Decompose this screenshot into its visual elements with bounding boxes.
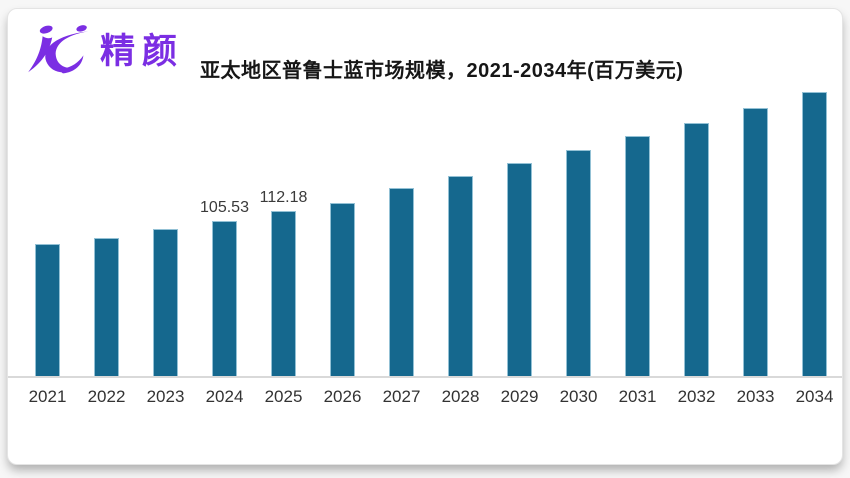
x-tick-2028: 2028 — [441, 387, 480, 406]
bar-slot-2027 — [372, 9, 431, 377]
bar-2023 — [153, 229, 178, 377]
bar-2030 — [566, 150, 591, 377]
brand-logo-jc-mark-icon — [28, 25, 89, 74]
bar-slot-2032 — [667, 9, 726, 377]
bar-2033 — [743, 108, 768, 377]
brand-logo: 精颜 — [20, 21, 184, 79]
x-tick-2021: 2021 — [28, 387, 67, 406]
bar-slot-2029 — [490, 9, 549, 377]
bar-slot-2030 — [549, 9, 608, 377]
bar-2021 — [35, 244, 60, 377]
x-tick-2030: 2030 — [559, 387, 598, 406]
bar-2034 — [802, 92, 827, 377]
x-tick-2026: 2026 — [323, 387, 362, 406]
data-label-2025: 112.18 — [259, 189, 308, 206]
data-label-2024: 105.53 — [200, 199, 249, 216]
x-tick-2027: 2027 — [382, 387, 421, 406]
bar-2031 — [625, 136, 650, 377]
x-axis-line — [8, 376, 842, 378]
bar-slot-2031 — [608, 9, 667, 377]
chart-title: 亚太地区普鲁士蓝市场规模，2021-2034年(百万美元) — [200, 60, 684, 82]
x-tick-2024: 2024 — [205, 387, 244, 406]
bar-2022 — [94, 238, 119, 377]
x-tick-2022: 2022 — [87, 387, 126, 406]
bar-slot-2028 — [431, 9, 490, 377]
bar-2028 — [448, 176, 473, 377]
bar-2026 — [330, 203, 355, 377]
x-tick-2034: 2034 — [795, 387, 834, 406]
bar-slot-2033 — [726, 9, 785, 377]
bar-2032 — [684, 123, 709, 377]
bars-container: 105.53 112.18 — [18, 9, 844, 377]
bar-slot-2026 — [313, 9, 372, 377]
bar-slot-2021 — [18, 9, 77, 377]
bar-slot-2022 — [77, 9, 136, 377]
bar-2024 — [212, 221, 237, 377]
brand-logo-text: 精颜 — [100, 31, 185, 71]
x-tick-2031: 2031 — [618, 387, 657, 406]
bar-slot-2023 — [136, 9, 195, 377]
x-tick-2025: 2025 — [264, 387, 303, 406]
chart-card: 精颜 亚太地区普鲁士蓝市场规模，2021-2034年(百万美元) 105.53 1… — [7, 8, 843, 465]
x-axis-tick-labels: 2021 2022 2023 2024 2025 2026 2027 2028 2029 2030… — [18, 387, 844, 407]
bar-2029 — [507, 163, 532, 377]
x-tick-2029: 2029 — [500, 387, 539, 406]
bar-2027 — [389, 188, 414, 377]
bar-slot-2025: 112.18 — [254, 9, 313, 377]
x-tick-2023: 2023 — [146, 387, 185, 406]
bar-slot-2024: 105.53 — [195, 9, 254, 377]
bar-2025 — [271, 211, 296, 377]
x-tick-2033: 2033 — [736, 387, 775, 406]
bar-slot-2034 — [785, 9, 844, 377]
x-tick-2032: 2032 — [677, 387, 716, 406]
